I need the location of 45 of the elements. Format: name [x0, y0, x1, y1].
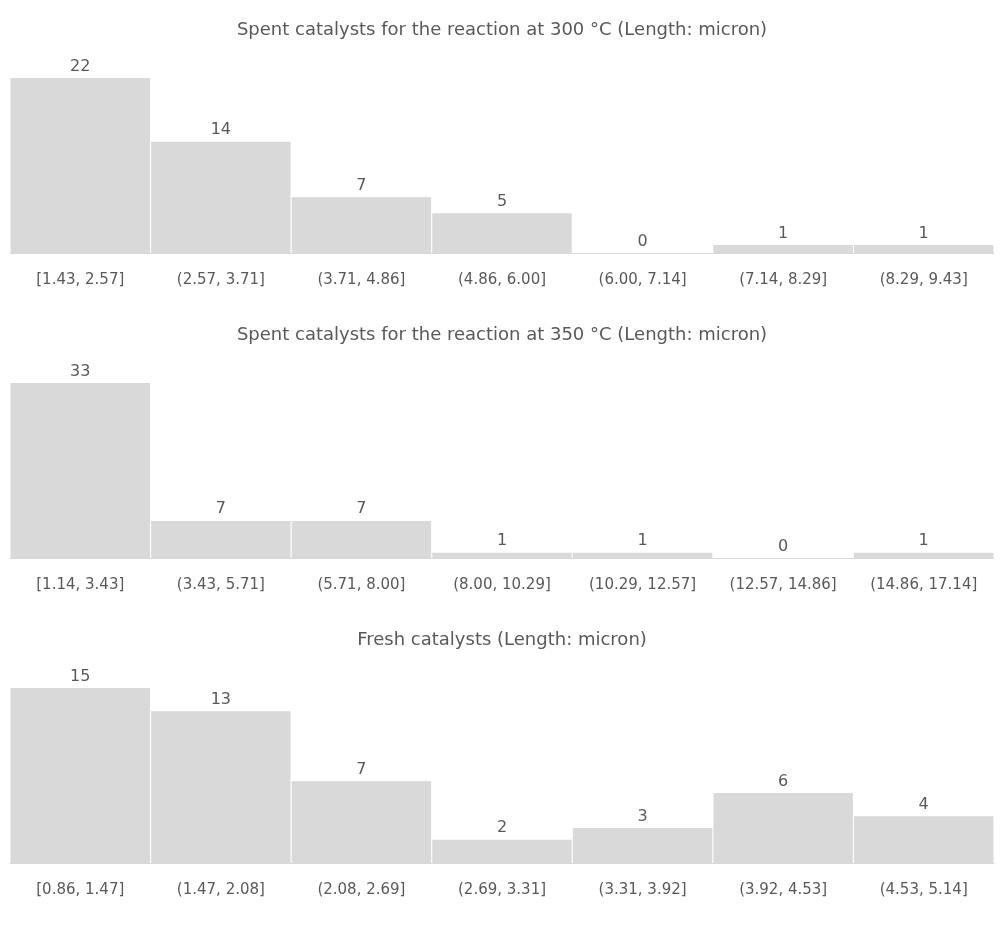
x-tick-label: (2.57, 3.71] — [176, 269, 265, 288]
x-tick-label: (3.92, 4.53] — [739, 879, 828, 898]
x-tick-label: (2.69, 3.31] — [457, 879, 547, 898]
data-label: 7 — [356, 758, 367, 778]
data-label: 3 — [637, 805, 648, 825]
data-label: 4 — [918, 793, 929, 813]
data-label: 1 — [637, 530, 648, 550]
data-label: 1 — [918, 530, 929, 550]
x-tick-label: (10.29, 12.57] — [589, 574, 697, 593]
x-tick-label: [1.43, 2.57] — [36, 269, 125, 288]
data-label: 1 — [778, 222, 789, 242]
x-tick-label: (3.71, 4.86] — [317, 269, 406, 288]
data-label: 13 — [210, 688, 232, 708]
data-label: 15 — [70, 665, 91, 685]
data-label: 7 — [356, 498, 367, 518]
data-label: 7 — [215, 498, 226, 518]
x-tick-label: (5.71, 8.00] — [317, 574, 406, 593]
data-label: 22 — [70, 55, 91, 75]
data-label: 14 — [210, 119, 232, 139]
x-tick-label: (3.43, 5.71] — [176, 574, 265, 593]
data-label: 5 — [496, 190, 508, 210]
data-label: 0 — [778, 535, 789, 555]
chart-title: Spent catalysts for the reaction at 300 °C (Length: micron) — [236, 17, 768, 39]
x-tick-label: (7.14, 8.29] — [739, 269, 828, 288]
data-label: 0 — [637, 230, 648, 250]
x-tick-label: (12.57, 14.86] — [729, 574, 837, 593]
x-tick-label: (6.00, 7.14] — [598, 269, 687, 288]
data-label: 7 — [356, 174, 367, 194]
data-label: 6 — [778, 770, 789, 790]
data-label: 33 — [70, 360, 91, 380]
x-tick-label: (14.86, 17.14] — [870, 574, 978, 593]
chart-title: Spent catalysts for the reaction at 350 °C (Length: micron) — [236, 322, 768, 344]
x-tick-label: (4.86, 6.00] — [457, 269, 547, 288]
x-tick-label: (8.00, 10.29] — [453, 574, 551, 593]
x-tick-label: (2.08, 2.69] — [317, 879, 406, 898]
x-tick-label: (8.29, 9.43] — [879, 269, 968, 288]
data-label: 1 — [496, 530, 508, 550]
x-tick-label: (3.31, 3.92] — [598, 879, 687, 898]
data-label: 2 — [496, 817, 508, 837]
data-label: 1 — [918, 222, 929, 242]
x-tick-label: (4.53, 5.14] — [879, 879, 968, 898]
x-tick-label: [1.14, 3.43] — [36, 574, 125, 593]
x-tick-label: [0.86, 1.47] — [36, 879, 125, 898]
chart-title: Fresh catalysts (Length: micron) — [357, 627, 647, 649]
x-tick-label: (1.47, 2.08] — [176, 879, 265, 898]
